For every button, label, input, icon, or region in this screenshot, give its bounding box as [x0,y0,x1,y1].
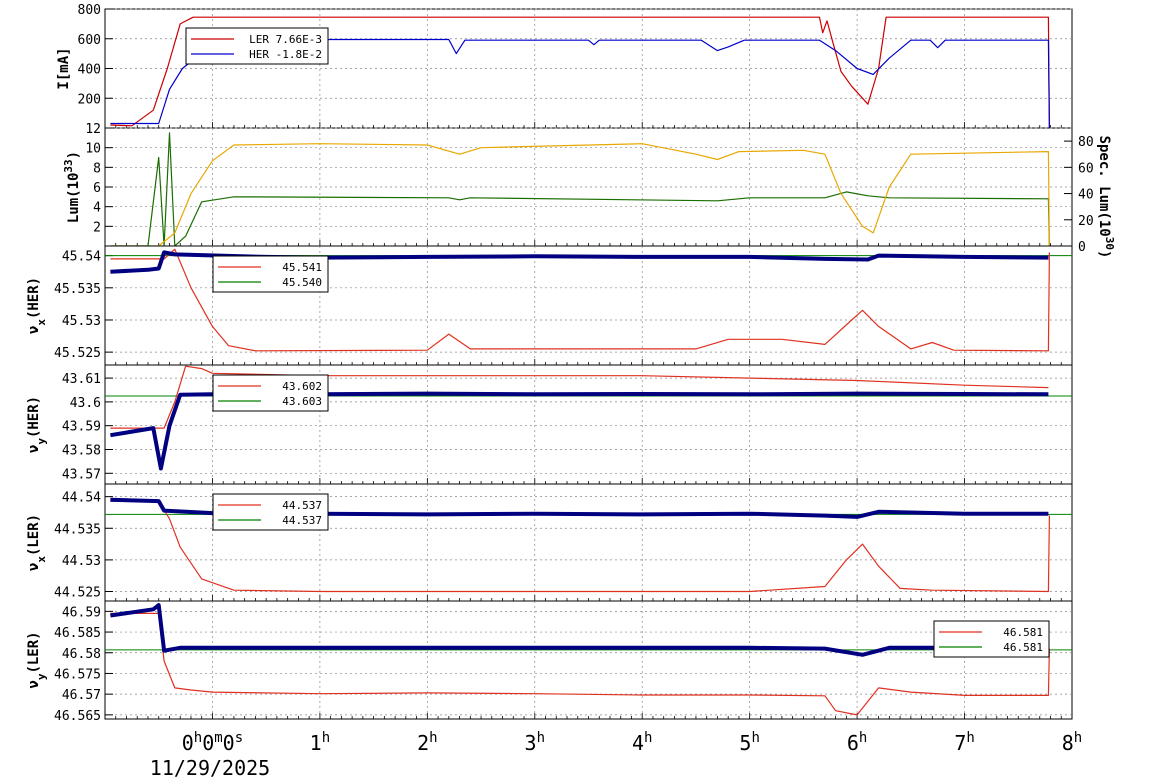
series-line-spec-lum [110,143,1050,246]
panel-5: 44.54 44.535 44.53 44.525 44.537 44.537 [54,483,1073,602]
legend-entry: 46.581 [1003,641,1043,654]
y-tick-label: 46.575 [54,667,101,682]
legend: LER 7.66E-3 HER -1.8E-2 [185,27,329,65]
x-tick-label: 7h [954,730,974,755]
y2-tick-label: 60 [1078,161,1094,176]
y-tick-label: 44.53 [62,554,101,569]
series-line-measured [110,497,1049,519]
y-tick-label: 45.53 [62,314,101,329]
y-axis-title: νx(HER) [26,277,48,334]
y-tick-label: 200 [78,92,101,107]
x-tick-label: 8h [1062,730,1082,755]
y-tick-label: 10 [85,142,101,157]
panel-3: 45.54 45.535 45.53 45.525 45.541 45.540 [54,245,1073,366]
series-line-nominal [110,365,1049,429]
y-tick-label: 45.54 [62,250,101,265]
y2-axis-title: Spec. Lum(1030) [1096,136,1117,259]
x-tick-label: 2h [417,730,437,755]
y-tick-label: 12 [85,122,101,137]
y-tick-label: 44.535 [54,522,101,537]
x-tick-label: 1h [310,730,330,755]
y2-tick-label: 40 [1078,188,1094,203]
y-axis-title: νy(LER) [26,631,48,688]
y-tick-label: 43.59 [62,420,101,435]
legend: 44.537 44.537 [212,493,329,531]
legend-entry: 44.537 [282,514,322,527]
y-tick-label: 44.54 [62,491,101,506]
y-axis-title: νy(HER) [26,396,48,453]
panel-2: 12 10 8 6 4 2 80 60 40 20 0 [85,122,1093,255]
y-axis-title: Lum(1033) [62,151,83,223]
legend-entry: 45.541 [282,261,322,274]
y-tick-label: 8 [93,161,101,176]
panel-1: 800 600 400 200 LER 7.66E-3 HER -1.8E-2 [78,3,1073,129]
series-line-nominal [110,612,1050,716]
legend-entry: 44.537 [282,499,322,512]
series-line-measured [110,603,1049,657]
legend-box [933,620,1050,658]
y-tick-label: 43.57 [62,467,101,482]
x-tick-label: 6h [847,730,867,755]
panel-4: 43.61 43.6 43.59 43.58 43.57 43.602 43.603 [62,364,1073,485]
y-tick-label: 800 [78,3,101,18]
y-tick-label: 45.525 [54,346,101,361]
y-tick-label: 600 [78,33,101,48]
series-line-nominal [110,500,1050,593]
x-tick-label: 3h [525,730,545,755]
legend-entry: 45.540 [282,276,322,289]
y-tick-label: 46.59 [62,605,101,620]
legend-entry: 43.602 [282,380,322,393]
legend-entry: LER 7.66E-3 [249,33,322,46]
legend-box [212,493,329,531]
legend-box [212,374,329,412]
y-tick-label: 43.6 [70,396,101,411]
y-tick-label: 45.535 [54,282,101,297]
series-line-measured [110,391,1049,471]
x-tick-label: 0h0m0s [182,730,243,755]
series-line-lum [110,132,1050,246]
y-tick-label: 400 [78,63,101,78]
series-line-nominal [110,248,1050,352]
series-line-ler [110,16,1050,128]
y2-tick-label: 80 [1078,135,1094,150]
legend-entry: HER -1.8E-2 [249,48,322,61]
series-line-measured [110,250,1049,274]
legend: 46.581 46.581 [933,620,1050,658]
panel-frame [104,600,1073,720]
legend: 45.541 45.540 [212,255,329,293]
y-axis-title: I[mA] [56,47,72,89]
y-tick-label: 43.61 [62,372,101,387]
y-tick-label: 46.58 [62,647,101,662]
y-tick-label: 4 [93,201,101,216]
y-tick-label: 43.58 [62,443,101,458]
y2-tick-label: 20 [1078,214,1094,229]
y2-tick-label: 0 [1078,240,1086,255]
legend-entry: 46.581 [1003,626,1043,639]
legend: 43.602 43.603 [212,374,329,412]
y-tick-label: 6 [93,181,101,196]
y-tick-label: 46.565 [54,709,101,724]
x-tick-label: 5h [739,730,759,755]
panel-frame [104,245,1073,366]
y-tick-label: 2 [93,220,101,235]
y-tick-label: 46.585 [54,626,101,641]
legend-box [212,255,329,293]
legend-entry: 43.603 [282,395,322,408]
x-axis-date: 11/29/2025 [150,756,270,780]
y-axis-title: νx(LER) [26,514,48,571]
x-tick-label: 4h [632,730,652,755]
y-tick-label: 44.525 [54,586,101,601]
legend-box [185,27,329,65]
y-tick-label: 46.57 [62,688,101,703]
panel-6: 46.5946.58546.5846.57546.5746.56546.5814… [54,600,1073,724]
